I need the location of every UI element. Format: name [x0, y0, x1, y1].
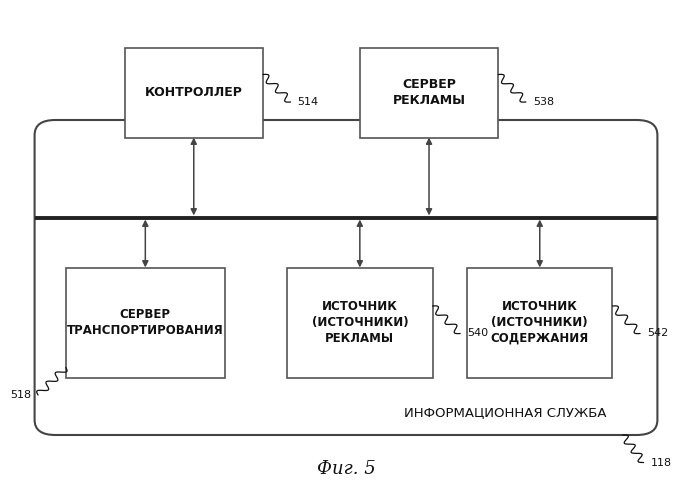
Text: ИСТОЧНИК
(ИСТОЧНИКИ)
СОДЕРЖАНИЯ: ИСТОЧНИК (ИСТОЧНИКИ) СОДЕРЖАНИЯ — [491, 300, 589, 345]
Text: СЕРВЕР
РЕКЛАМЫ: СЕРВЕР РЕКЛАМЫ — [392, 78, 466, 107]
FancyBboxPatch shape — [125, 48, 263, 138]
Text: 118: 118 — [650, 458, 672, 468]
FancyBboxPatch shape — [66, 268, 225, 378]
Text: 542: 542 — [647, 328, 668, 338]
Text: СЕРВЕР
ТРАНСПОРТИРОВАНИЯ: СЕРВЕР ТРАНСПОРТИРОВАНИЯ — [67, 308, 224, 337]
Text: 514: 514 — [298, 97, 319, 107]
Text: ИНФОРМАЦИОННАЯ СЛУЖБА: ИНФОРМАЦИОННАЯ СЛУЖБА — [404, 406, 606, 419]
FancyBboxPatch shape — [35, 120, 657, 435]
Text: ИСТОЧНИК
(ИСТОЧНИКИ)
РЕКЛАМЫ: ИСТОЧНИК (ИСТОЧНИКИ) РЕКЛАМЫ — [311, 300, 408, 345]
Text: КОНТРОЛЛЕР: КОНТРОЛЛЕР — [145, 86, 243, 99]
Text: 540: 540 — [467, 328, 489, 338]
Text: 538: 538 — [533, 97, 554, 107]
FancyBboxPatch shape — [287, 268, 432, 378]
Text: 518: 518 — [10, 390, 31, 400]
FancyBboxPatch shape — [467, 268, 612, 378]
Text: Фиг. 5: Фиг. 5 — [317, 460, 375, 477]
FancyBboxPatch shape — [360, 48, 498, 138]
